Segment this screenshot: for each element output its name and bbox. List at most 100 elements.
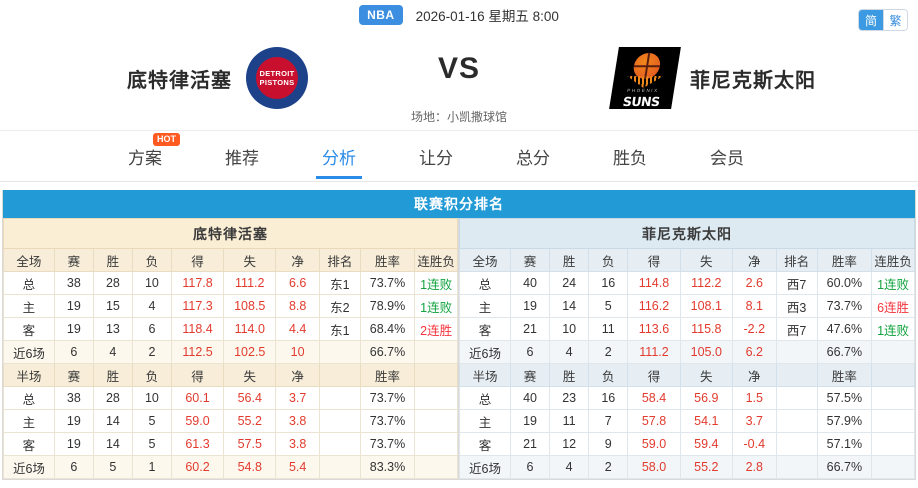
right-fullgame-row-2-cell-3: 11 bbox=[588, 317, 629, 341]
right-fullgame-row-1-cell-9: 6连胜 bbox=[871, 294, 915, 318]
left-fullgame-row-1-cell-6: 8.8 bbox=[275, 294, 320, 318]
left-fullgame-row-1-cell-3: 4 bbox=[131, 294, 172, 318]
tab-fenxi-label: 分析 bbox=[322, 148, 356, 168]
right-fullgame-header-col-8: 胜率 bbox=[816, 248, 873, 272]
left-half-row-1-cell-8: 73.7% bbox=[359, 409, 416, 433]
left-half-row-0-cell-1: 38 bbox=[53, 386, 94, 410]
left-half-row-0-cell-5: 56.4 bbox=[223, 386, 277, 410]
right-half-row-3-cell-4: 58.0 bbox=[627, 455, 681, 479]
home-team-name: 底特律活塞 bbox=[127, 69, 232, 92]
left-half-row-0-cell-6: 3.7 bbox=[275, 386, 320, 410]
right-fullgame-row-1-cell-5: 108.1 bbox=[679, 294, 733, 318]
tab-fangan-label: 方案 bbox=[128, 148, 162, 168]
right-fullgame-row-2-cell-1: 21 bbox=[509, 317, 551, 341]
tab-huiyuan[interactable]: 会员 bbox=[710, 130, 744, 182]
left-half-row-0-cell-2: 28 bbox=[92, 386, 133, 410]
left-half-row-0-cell-3: 10 bbox=[131, 386, 172, 410]
right-fullgame-row-3-cell-5: 105.0 bbox=[679, 340, 733, 364]
tab-tuijian[interactable]: 推荐 bbox=[225, 130, 259, 182]
pistons-logo-icon: DETROIT PISTONS bbox=[246, 47, 308, 109]
right-half-row-0-cell-8: 57.5% bbox=[816, 386, 873, 410]
right-half-header-col-9 bbox=[871, 363, 915, 387]
right-fullgame-row-0-cell-8: 60.0% bbox=[816, 271, 873, 295]
tab-zongfen[interactable]: 总分 bbox=[516, 130, 550, 182]
left-fullgame-row-1-cell-0: 主 bbox=[3, 294, 55, 318]
left-fullgame-row-2-cell-5: 114.0 bbox=[223, 317, 277, 341]
left-fullgame-row-0-cell-7: 东1 bbox=[318, 271, 361, 295]
right-half-row-2-cell-4: 59.0 bbox=[627, 432, 681, 456]
right-fullgame-row-3-cell-7 bbox=[775, 340, 818, 364]
right-half-row-2-cell-3: 9 bbox=[588, 432, 629, 456]
left-half-row-2-cell-9 bbox=[414, 432, 458, 456]
tab-shengfu[interactable]: 胜负 bbox=[613, 130, 647, 182]
right-half-row-1-cell-8: 57.9% bbox=[816, 409, 873, 433]
tab-rangfen[interactable]: 让分 bbox=[419, 130, 453, 182]
right-half-header-col-8: 胜率 bbox=[816, 363, 873, 387]
right-fullgame-row-0-cell-7: 西7 bbox=[775, 271, 818, 295]
left-half-row-0-cell-8: 73.7% bbox=[359, 386, 416, 410]
right-half-row-3-cell-5: 55.2 bbox=[679, 455, 733, 479]
right-fullgame-row-0-cell-4: 114.8 bbox=[627, 271, 681, 295]
right-half-row-0-cell-9 bbox=[871, 386, 915, 410]
right-half-header-col-2: 胜 bbox=[549, 363, 590, 387]
right-fullgame-row-1-cell-0: 主 bbox=[459, 294, 511, 318]
left-fullgame-row-2-cell-9: 2连胜 bbox=[414, 317, 458, 341]
standings-right-body: 菲尼克斯太阳 全场赛胜负得失净排名 胜率 连胜负 总 40 24 16 114.8 112.2… bbox=[459, 218, 915, 479]
left-half-row-2-cell-4: 61.3 bbox=[170, 432, 225, 456]
left-half-row-1-cell-9 bbox=[414, 409, 458, 433]
left-fullgame-row-1-cell-2: 15 bbox=[92, 294, 133, 318]
left-fullgame-row-0-cell-3: 10 bbox=[131, 271, 172, 295]
right-fullgame-row-3-cell-8: 66.7% bbox=[816, 340, 873, 364]
left-fullgame-header-col-5: 失 bbox=[223, 248, 277, 272]
left-half-header-col-0: 半场 bbox=[3, 363, 55, 387]
right-half-row-0-cell-0: 总 bbox=[459, 386, 511, 410]
left-fullgame-header-row: 全场赛胜负得失净排名 胜率 连胜负 bbox=[3, 248, 458, 272]
left-fullgame-row-1-cell-1: 19 bbox=[53, 294, 94, 318]
hot-badge-icon: HOT bbox=[153, 133, 180, 146]
right-fullgame-row-0-cell-5: 112.2 bbox=[679, 271, 733, 295]
pistons-logo-line1: DETROIT bbox=[259, 69, 295, 78]
right-fullgame-row-1-cell-6: 8.1 bbox=[731, 294, 777, 318]
tab-zongfen-label: 总分 bbox=[516, 148, 550, 168]
right-fullgame-header-col-1: 赛 bbox=[509, 248, 551, 272]
lang-traditional-button[interactable]: 繁 bbox=[883, 10, 907, 30]
left-fullgame-row-1-cell-8: 78.9% bbox=[359, 294, 416, 318]
right-half-row-3-cell-0: 近6场 bbox=[459, 455, 511, 479]
table-row: 客 21 10 11 113.6 115.8 -2.2 西7 47.6% 1连败 bbox=[459, 317, 915, 341]
right-half-row-1-cell-7 bbox=[775, 409, 818, 433]
right-fullgame-header-col-3: 负 bbox=[588, 248, 629, 272]
right-fullgame-row-1-cell-3: 5 bbox=[588, 294, 629, 318]
left-half-row-2-cell-6: 3.8 bbox=[275, 432, 320, 456]
tab-fangan[interactable]: 方案 HOT bbox=[128, 130, 180, 182]
left-half-header-col-2: 胜 bbox=[92, 363, 133, 387]
right-half-header-col-5: 失 bbox=[679, 363, 733, 387]
left-fullgame-row-3-cell-8: 66.7% bbox=[359, 340, 416, 364]
left-half-row-1-cell-7 bbox=[318, 409, 361, 433]
left-fullgame-row-2-cell-7: 东1 bbox=[318, 317, 361, 341]
right-half-row-1-cell-4: 57.8 bbox=[627, 409, 681, 433]
standings-table-left: 底特律活塞 全场赛胜负得失净排名 胜率 连胜负 总 38 28 10 117.8 111.2 6… bbox=[3, 218, 458, 479]
right-half-row-2-cell-6: -0.4 bbox=[731, 432, 777, 456]
right-fullgame-row-2-cell-6: -2.2 bbox=[731, 317, 777, 341]
standings-table-right: 菲尼克斯太阳 全场赛胜负得失净排名 胜率 连胜负 总 40 24 16 114.8 112.2… bbox=[459, 218, 915, 479]
language-toggle[interactable]: 简 繁 bbox=[858, 9, 908, 31]
left-fullgame-header-col-4: 得 bbox=[170, 248, 225, 272]
tab-fenxi[interactable]: 分析 bbox=[322, 130, 356, 182]
right-fullgame-row-3-cell-3: 2 bbox=[588, 340, 629, 364]
left-half-header-col-6: 净 bbox=[275, 363, 320, 387]
right-fullgame-header-col-7: 排名 bbox=[775, 248, 818, 272]
home-team-block[interactable]: 底特律活塞 DETROIT PISTONS bbox=[0, 38, 330, 118]
left-fullgame-row-3-cell-9 bbox=[414, 340, 458, 364]
venue-label: 场地：小凯撒球馆 bbox=[410, 110, 507, 124]
right-fullgame-header-col-9: 连胜负 bbox=[871, 248, 915, 272]
right-half-row-0-cell-5: 56.9 bbox=[679, 386, 733, 410]
left-team-caption-row: 底特律活塞 bbox=[3, 218, 458, 249]
away-team-block[interactable]: PHOENIX SUNS 菲尼克斯太阳 bbox=[588, 38, 918, 118]
right-half-row-2-cell-1: 21 bbox=[509, 432, 551, 456]
standings-panel: 联赛积分排名 底特律活塞 全场赛胜负得失净排名 胜率 连胜负 总 38 28 10 117.… bbox=[2, 190, 916, 480]
league-badge: NBA bbox=[359, 5, 403, 25]
lang-simplified-button[interactable]: 简 bbox=[859, 10, 883, 30]
right-half-row-0-cell-4: 58.4 bbox=[627, 386, 681, 410]
right-half-row-0-cell-2: 23 bbox=[549, 386, 590, 410]
left-fullgame-row-1-cell-9: 1连败 bbox=[414, 294, 458, 318]
